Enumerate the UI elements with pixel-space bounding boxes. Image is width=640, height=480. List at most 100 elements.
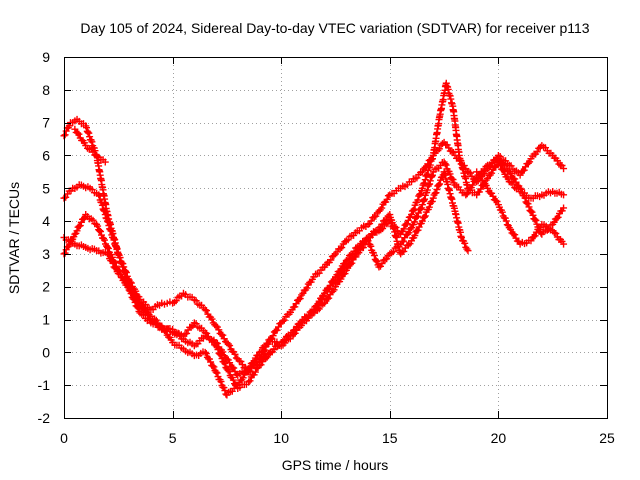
data-point	[223, 355, 231, 363]
trace-segment	[485, 161, 501, 179]
data-point	[464, 247, 472, 255]
trace-segment	[377, 251, 392, 270]
trace-segment	[170, 292, 186, 306]
y-tick-label: -1	[38, 377, 51, 393]
trace-segment	[161, 298, 174, 308]
trace-segment	[182, 347, 196, 358]
trace-segment	[398, 225, 414, 246]
trace-segment	[377, 212, 392, 231]
chart-title: Day 105 of 2024, Sidereal Day-to-day VTE…	[80, 20, 589, 36]
trace-segment	[95, 154, 107, 164]
data-point	[255, 348, 263, 356]
trace-segment	[365, 240, 382, 269]
trace-segment	[463, 176, 479, 198]
trace-segment	[94, 222, 110, 250]
trace-segment	[203, 307, 219, 329]
data-point	[71, 125, 79, 133]
trace-segment	[279, 332, 294, 346]
trace-segment	[73, 241, 87, 250]
trace-segment	[419, 197, 436, 222]
trace-segment	[441, 170, 458, 212]
trace-segment	[528, 223, 544, 241]
trace-segment	[398, 213, 414, 235]
trace-segment	[96, 192, 111, 222]
trace-segment	[61, 122, 73, 139]
trace-segment	[246, 363, 262, 385]
data-point	[516, 171, 524, 179]
trace-segment	[84, 244, 98, 254]
trace-segment	[456, 155, 471, 189]
data-point	[560, 204, 568, 212]
trace-segment	[213, 369, 230, 398]
data-point	[101, 158, 109, 166]
trace-segment	[386, 213, 404, 256]
data-point	[484, 174, 492, 182]
y-tick-label: -2	[38, 410, 51, 426]
y-tick-label: 0	[42, 344, 50, 360]
data-point	[364, 220, 372, 228]
trace-segment	[127, 284, 143, 306]
x-tick-label: 5	[169, 430, 177, 446]
trace-segment	[551, 188, 565, 198]
trace-segment	[182, 337, 196, 348]
trace-segment	[486, 156, 500, 169]
data-point	[418, 201, 426, 209]
trace-segment	[279, 308, 294, 325]
data-point	[212, 368, 220, 376]
data-point	[212, 339, 220, 347]
trace-segment	[344, 229, 359, 244]
data-point	[527, 207, 535, 215]
data-point	[375, 224, 383, 232]
x-tick-label: 0	[60, 430, 68, 446]
trace-segment	[311, 291, 328, 314]
data-point	[212, 322, 220, 330]
data-point	[408, 211, 416, 219]
trace-segment	[550, 154, 566, 169]
data-point	[95, 191, 103, 199]
data-point	[505, 168, 513, 176]
trace-segment	[247, 361, 261, 372]
data-point	[484, 184, 492, 192]
trace-segment	[71, 181, 83, 192]
data-point	[560, 191, 568, 199]
trace-segment	[398, 240, 414, 256]
trace-segment	[408, 187, 425, 215]
trace-segment	[268, 341, 283, 356]
trace-segment	[376, 192, 392, 214]
trace-segment	[149, 301, 164, 313]
trace-segment	[202, 350, 219, 374]
data-point	[103, 250, 111, 258]
trace-segment	[105, 251, 121, 276]
y-tick-label: 9	[42, 49, 50, 65]
data-point	[418, 184, 426, 192]
data-point	[429, 194, 437, 202]
y-tick-label: 1	[42, 312, 50, 328]
y-tick-labels: -2 -1 0 1 2 3 4 5 6 7 8 9	[38, 49, 51, 426]
trace-segment	[333, 263, 349, 281]
trace-segment	[203, 333, 218, 344]
trace-segment	[161, 325, 174, 334]
y-tick-label: 7	[42, 115, 50, 131]
trace-segment	[322, 252, 338, 268]
data-point	[321, 289, 329, 297]
trace-segment	[236, 380, 250, 391]
trace-segment	[419, 171, 436, 205]
series-track-e	[71, 125, 109, 166]
trace-segment	[95, 247, 109, 257]
trace-segment	[540, 221, 554, 234]
data-point	[245, 378, 253, 386]
x-axis-label: GPS time / hours	[282, 457, 389, 473]
data-point	[527, 237, 535, 245]
trace-segment	[181, 322, 197, 338]
trace-segment	[224, 356, 240, 378]
trace-segment	[322, 279, 338, 294]
trace-segment	[550, 207, 566, 226]
x-tick-label: 25	[599, 430, 615, 446]
axis-ticks	[64, 57, 608, 419]
trace-segment	[268, 320, 284, 342]
trace-segment	[496, 157, 512, 175]
data-point	[560, 165, 568, 173]
trace-segment	[213, 323, 229, 346]
trace-segment	[322, 286, 338, 304]
